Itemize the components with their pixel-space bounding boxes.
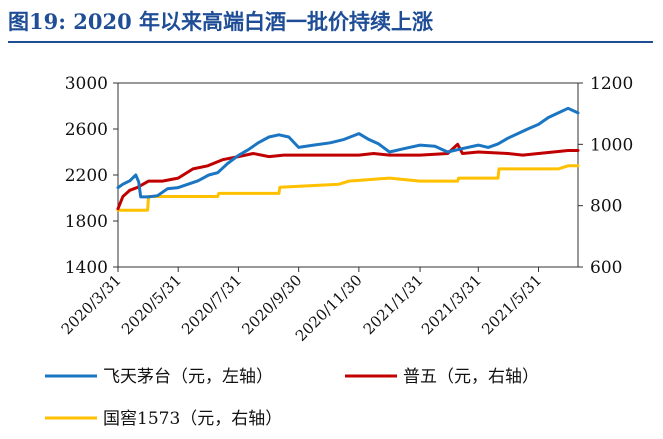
y-right-tick-label: 1200 [590,74,633,94]
y-left-tick-label: 3000 [65,74,108,94]
y-right-tick-label: 800 [590,197,622,217]
legend-label-3: 国窖1573（元，右轴） [103,409,282,429]
x-tick-label: 2021/3/31 [418,271,485,338]
x-tick-label: 2020/3/31 [58,271,125,338]
figure-title: 图19: 2020 年以来高端白酒一批价持续上涨 [8,9,434,34]
legend-label-2: 普五（元，右轴） [403,367,539,387]
x-tick-label: 2020/5/31 [118,271,185,338]
x-tick-label: 2020/7/31 [178,271,245,338]
y-left-tick-label: 2200 [65,166,108,186]
series-line-3 [116,164,580,212]
plot-area-border [117,82,579,268]
y-left-tick-label: 1800 [65,212,108,232]
legend: 飞天茅台（元，左轴） 普五（元，右轴） 国窖1573（元，右轴） [45,367,539,429]
y-right-tick-label: 600 [590,258,622,278]
series-line-2 [116,142,580,211]
series-line-1 [116,106,580,199]
y-right-tick-label: 1000 [590,135,633,155]
series-layer [116,106,580,212]
x-tick-label: 2021/5/31 [478,271,545,338]
legend-label-1: 飞天茅台（元，左轴） [103,367,273,387]
title-rule [8,41,653,43]
y-left-tick-label: 1400 [65,258,108,278]
x-tick-label: 2021/1/31 [360,271,427,338]
plot-frame [117,82,579,268]
y-left-tick-label: 2600 [65,120,108,140]
